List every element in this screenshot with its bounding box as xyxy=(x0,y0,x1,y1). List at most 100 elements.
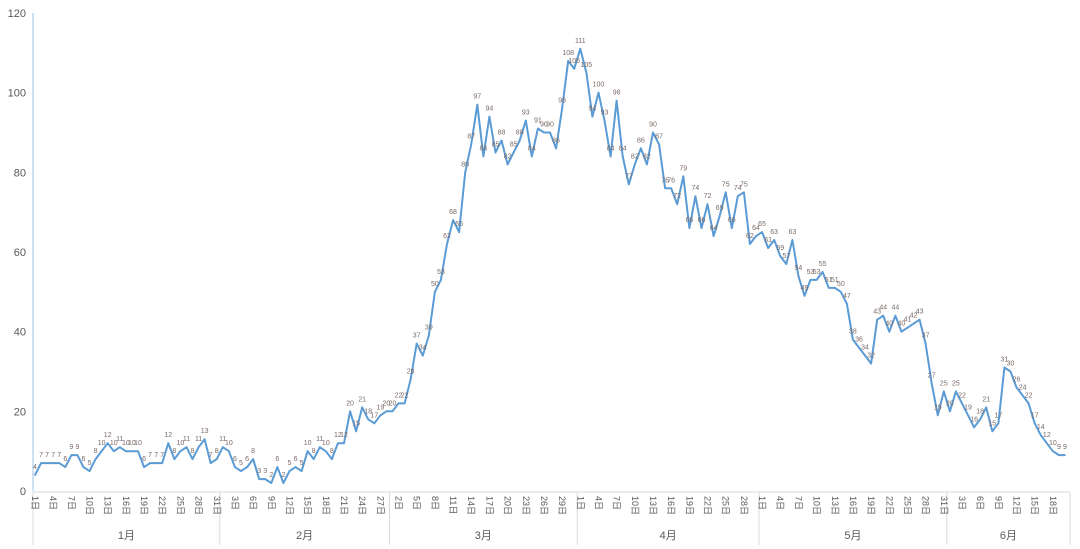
data-point xyxy=(597,91,600,94)
data-label: 90 xyxy=(649,122,657,129)
data-label: 20 xyxy=(946,400,954,407)
data-point xyxy=(688,227,691,229)
data-point xyxy=(391,410,394,413)
x-tick-label: 10日 xyxy=(85,496,95,515)
data-point xyxy=(537,127,539,130)
month-label: 2月 xyxy=(296,530,313,542)
data-point xyxy=(1058,454,1060,456)
data-point xyxy=(524,119,527,122)
data-label: 96 xyxy=(558,98,566,105)
data-label: 75 xyxy=(740,181,748,188)
data-point xyxy=(70,454,73,456)
data-label: 85 xyxy=(510,141,518,148)
data-label: 36 xyxy=(855,337,863,344)
data-label: 9 xyxy=(75,444,79,451)
data-point xyxy=(349,410,351,413)
x-tick-label: 1日 xyxy=(30,496,40,510)
data-label: 64 xyxy=(752,225,760,232)
x-tick-label: 21日 xyxy=(339,496,349,515)
x-tick-label: 28日 xyxy=(921,496,931,515)
data-point xyxy=(743,191,745,194)
data-point xyxy=(621,155,624,158)
data-label: 6 xyxy=(294,456,298,463)
data-point xyxy=(646,163,648,166)
data-point xyxy=(918,318,921,321)
data-point xyxy=(603,119,606,122)
data-point xyxy=(973,426,975,429)
data-point xyxy=(125,450,127,452)
data-point xyxy=(888,330,891,333)
data-label: 93 xyxy=(601,110,609,117)
data-label: 100 xyxy=(593,82,605,89)
data-label: 50 xyxy=(837,281,845,288)
data-point xyxy=(815,279,818,281)
x-tick-label: 22日 xyxy=(703,496,713,515)
data-point xyxy=(452,219,454,221)
data-point xyxy=(846,302,848,305)
x-tick-label: 7日 xyxy=(793,496,803,510)
data-label: 12 xyxy=(1043,432,1051,439)
data-point xyxy=(94,458,97,460)
data-point xyxy=(676,203,679,205)
x-tick-label: 28日 xyxy=(739,496,749,515)
data-label: 9 xyxy=(69,444,73,451)
data-point xyxy=(840,291,842,293)
data-label: 64 xyxy=(710,225,718,232)
data-point xyxy=(797,275,800,277)
data-label: 40 xyxy=(898,321,906,328)
data-point xyxy=(209,462,212,464)
x-tick-label: 25日 xyxy=(721,496,731,515)
data-point xyxy=(312,458,315,460)
data-point xyxy=(343,442,345,445)
data-point xyxy=(373,422,376,425)
data-label: 9 xyxy=(1057,444,1061,451)
x-tick-label: 23日 xyxy=(521,496,531,515)
data-point xyxy=(852,338,854,341)
data-point xyxy=(718,215,721,217)
data-label: 87 xyxy=(467,133,475,140)
x-tick-label: 15日 xyxy=(1030,496,1040,515)
data-point xyxy=(1009,370,1012,373)
data-point xyxy=(46,462,48,464)
data-label: 18 xyxy=(364,408,372,415)
data-point xyxy=(197,446,200,448)
data-label: 86 xyxy=(552,137,560,144)
data-label: 15 xyxy=(352,420,360,427)
x-tick-label: 4日 xyxy=(48,496,58,510)
data-label: 12 xyxy=(340,432,348,439)
x-tick-label: 4日 xyxy=(775,496,785,510)
data-label: 10 xyxy=(177,440,185,447)
data-point xyxy=(1046,442,1048,445)
data-label: 10 xyxy=(134,440,142,447)
data-point xyxy=(730,227,733,229)
y-tick-label: 120 xyxy=(8,8,26,20)
data-label: 28 xyxy=(407,368,415,375)
data-point xyxy=(749,243,751,245)
data-point xyxy=(294,466,297,468)
x-tick-label: 16日 xyxy=(848,496,858,515)
data-series-line xyxy=(34,47,1065,484)
data-point xyxy=(240,470,242,472)
data-point xyxy=(143,466,145,468)
data-point xyxy=(446,243,448,245)
x-tick-label: 9日 xyxy=(993,496,1003,510)
data-point xyxy=(318,446,321,448)
data-point xyxy=(543,131,545,134)
data-label: 47 xyxy=(843,293,851,300)
data-label: 7 xyxy=(154,452,158,459)
data-point xyxy=(440,279,442,281)
data-label: 14 xyxy=(1037,424,1045,431)
data-label: 4 xyxy=(33,464,37,471)
data-point xyxy=(428,334,430,337)
data-label: 79 xyxy=(679,165,687,172)
data-label: 17 xyxy=(994,412,1002,419)
data-point xyxy=(482,155,485,158)
data-label: 62 xyxy=(746,233,754,240)
data-label: 80 xyxy=(461,161,469,168)
data-label: 44 xyxy=(891,305,899,312)
data-point xyxy=(549,131,551,134)
data-point xyxy=(325,450,327,452)
data-label: 88 xyxy=(498,129,506,136)
data-point xyxy=(246,466,248,468)
data-label: 20 xyxy=(383,400,391,407)
